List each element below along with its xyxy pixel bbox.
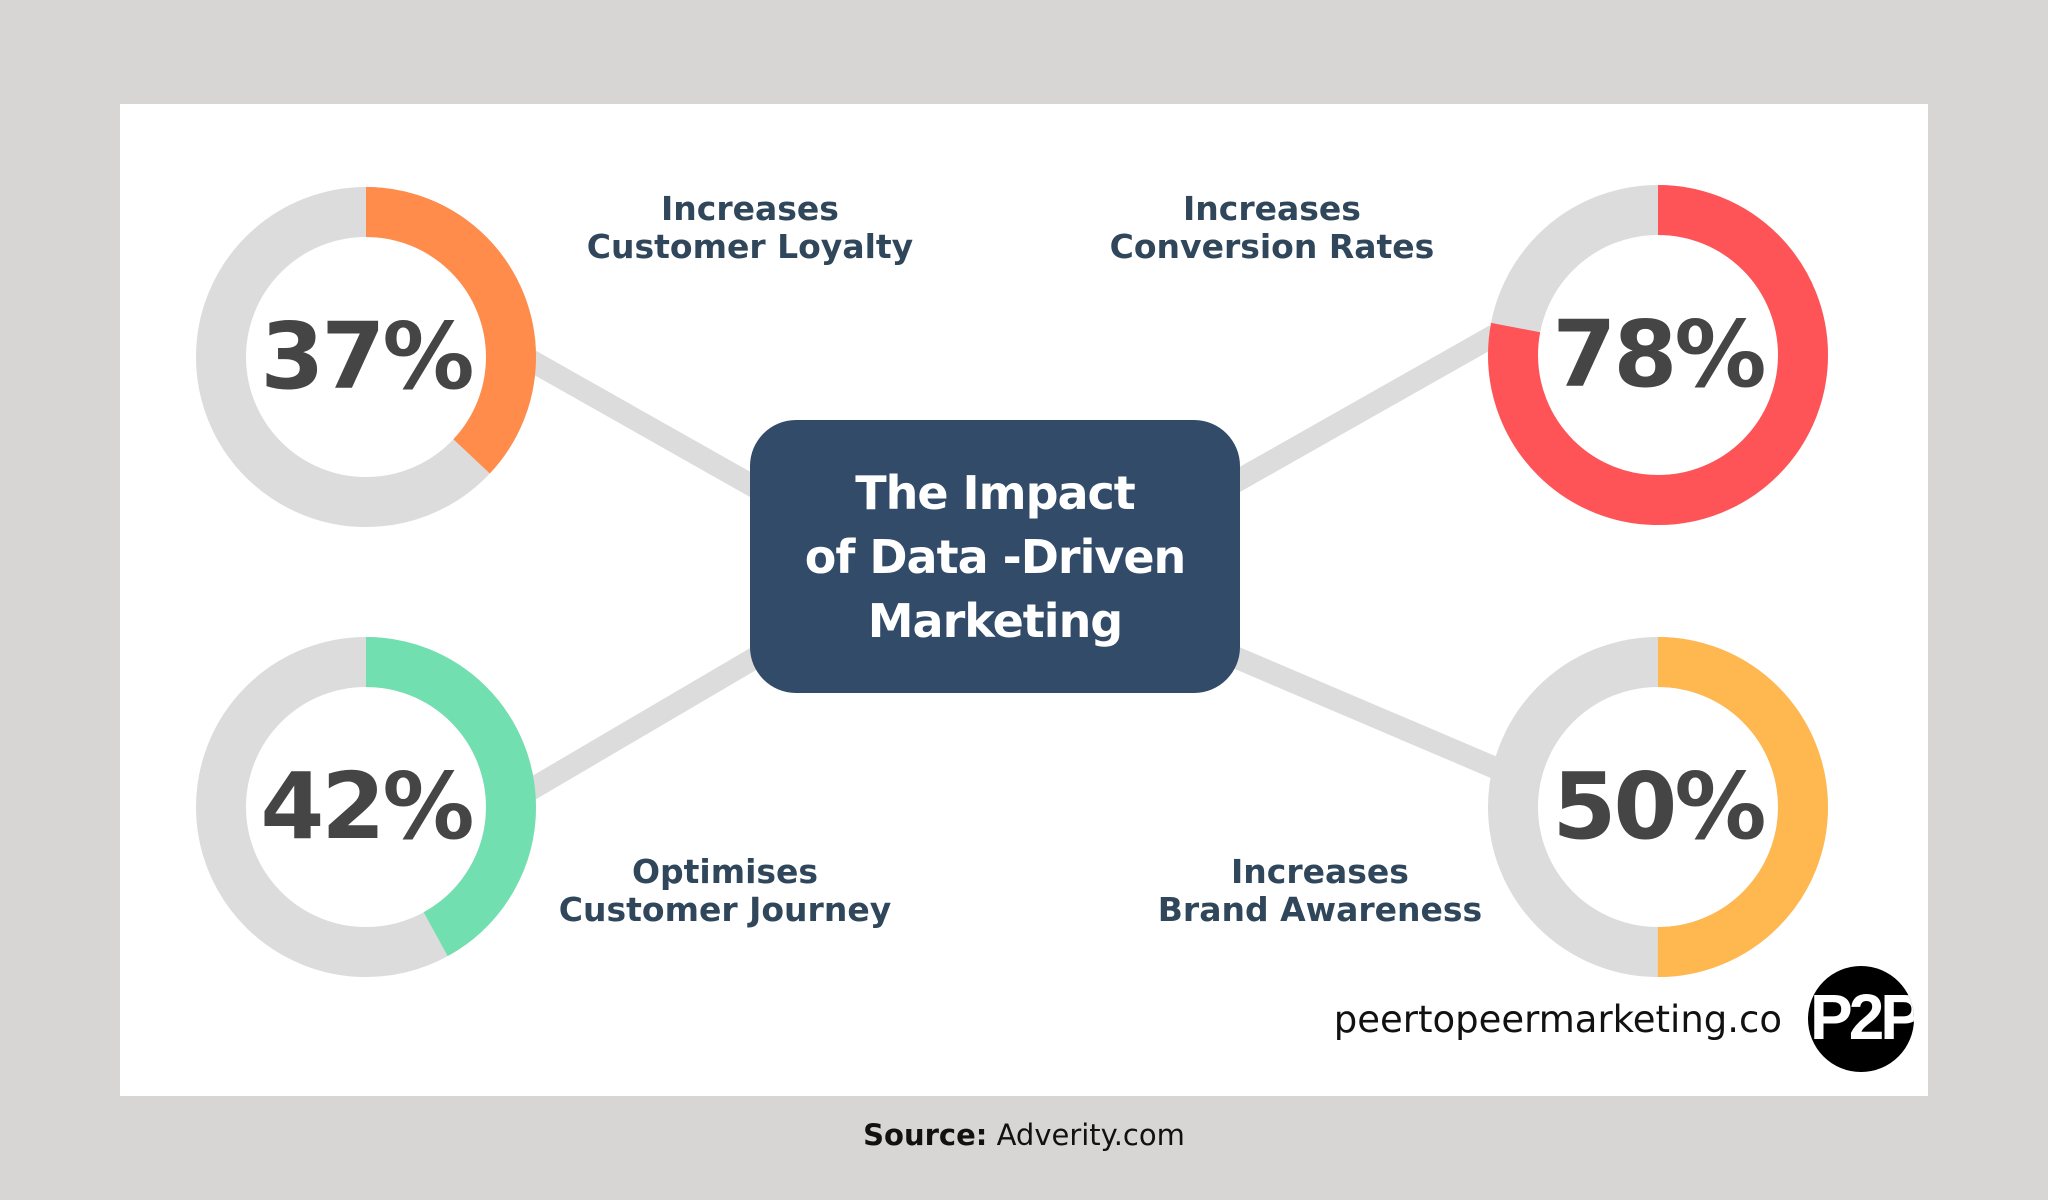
label-line: Increases [1183,189,1361,228]
percent-journey: 42% [260,753,474,860]
website-url: peertopeermarketing.co [1333,998,1782,1041]
percent-awareness: 50% [1552,753,1766,860]
connector-top-left [524,350,766,500]
label-line: Increases [661,189,839,228]
title-line: of Data -Driven [804,529,1187,584]
donut-arc-journey [196,637,536,977]
donut-arc-conversion [1488,185,1828,525]
connector-lines [524,325,1505,800]
donut-gauges [196,185,1828,977]
connector-bottom-left [524,645,766,800]
label-loyalty: Increases Customer Loyalty [490,190,1010,266]
source-label: Source: [863,1118,988,1152]
source-caption: Source: Adverity.com [0,1118,2048,1152]
percent-conversion: 78% [1552,301,1766,408]
center-title-box: The Impact of Data -Driven Marketing [750,420,1240,693]
label-conversion: Increases Conversion Rates [1012,190,1532,266]
label-journey: Optimises Customer Journey [465,853,985,929]
donut-arc-awareness [1488,637,1828,977]
title-line: The Impact [855,465,1136,520]
logo-text: P2P [1810,981,1914,1053]
label-line: Customer Loyalty [586,227,914,266]
source-value: Adverity.com [987,1118,1185,1152]
label-line: Brand Awareness [1157,890,1483,929]
connector-top-right [1224,325,1501,495]
label-line: Customer Journey [558,890,892,929]
label-awareness: Increases Brand Awareness [1060,853,1580,929]
card-edge [1914,960,1928,1080]
label-line: Optimises [631,852,819,891]
label-line: Conversion Rates [1109,227,1435,266]
connector-bottom-right [1225,644,1505,781]
title-line: Marketing [867,593,1123,648]
percent-loyalty: 37% [260,303,474,410]
label-line: Increases [1231,852,1409,891]
p2p-logo-icon: P2P [1808,966,1914,1072]
donut-arc-loyalty [196,187,536,527]
